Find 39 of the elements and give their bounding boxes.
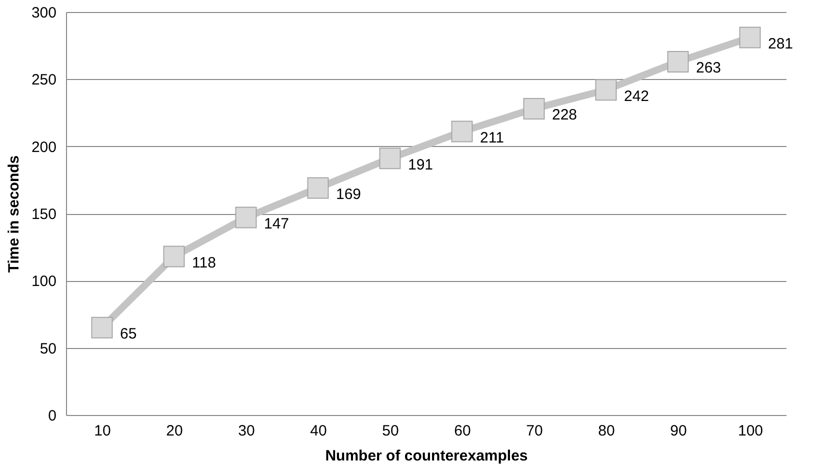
x-tick-label: 10 <box>94 422 111 440</box>
point <box>307 177 329 199</box>
data-label: 169 <box>336 186 362 203</box>
x-tick-label: 50 <box>382 422 399 440</box>
data-label: 65 <box>120 326 137 343</box>
y-tick-label: 200 <box>31 138 56 156</box>
y-tick-label: 100 <box>31 273 56 290</box>
x-tick-label: 30 <box>238 422 255 440</box>
x-tick-label: 90 <box>670 422 687 440</box>
data-label: 147 <box>264 216 290 233</box>
x-tick-label: 20 <box>166 422 183 440</box>
x-tick-label: 70 <box>526 422 543 440</box>
data-label: 191 <box>408 156 434 174</box>
y-axis-title: Time in seconds <box>5 155 22 273</box>
data-label: 228 <box>552 106 578 124</box>
x-tick-label: 100 <box>738 422 764 440</box>
point <box>523 98 545 120</box>
point <box>163 246 185 268</box>
y-tick-label: 0 <box>48 408 56 424</box>
point <box>595 79 617 101</box>
point <box>739 26 761 48</box>
x-tick-label: 80 <box>598 422 615 440</box>
point <box>667 50 689 72</box>
data-label: 211 <box>480 130 504 147</box>
y-tick-label: 50 <box>40 340 56 358</box>
x-tick-label: 40 <box>310 422 327 440</box>
data-label: 281 <box>768 36 794 53</box>
y-tick-label: 250 <box>31 72 56 89</box>
point <box>379 148 401 170</box>
point <box>451 120 473 142</box>
y-tick-label: 300 <box>31 4 56 22</box>
x-tick-label: 60 <box>454 422 471 440</box>
point <box>91 316 113 338</box>
point <box>235 206 257 228</box>
y-tick-label: 150 <box>31 206 56 223</box>
data-label: 242 <box>624 88 650 105</box>
data-label: 118 <box>192 254 216 272</box>
x-axis-title: Number of counterexamples <box>325 448 528 464</box>
data-label: 263 <box>696 60 722 77</box>
